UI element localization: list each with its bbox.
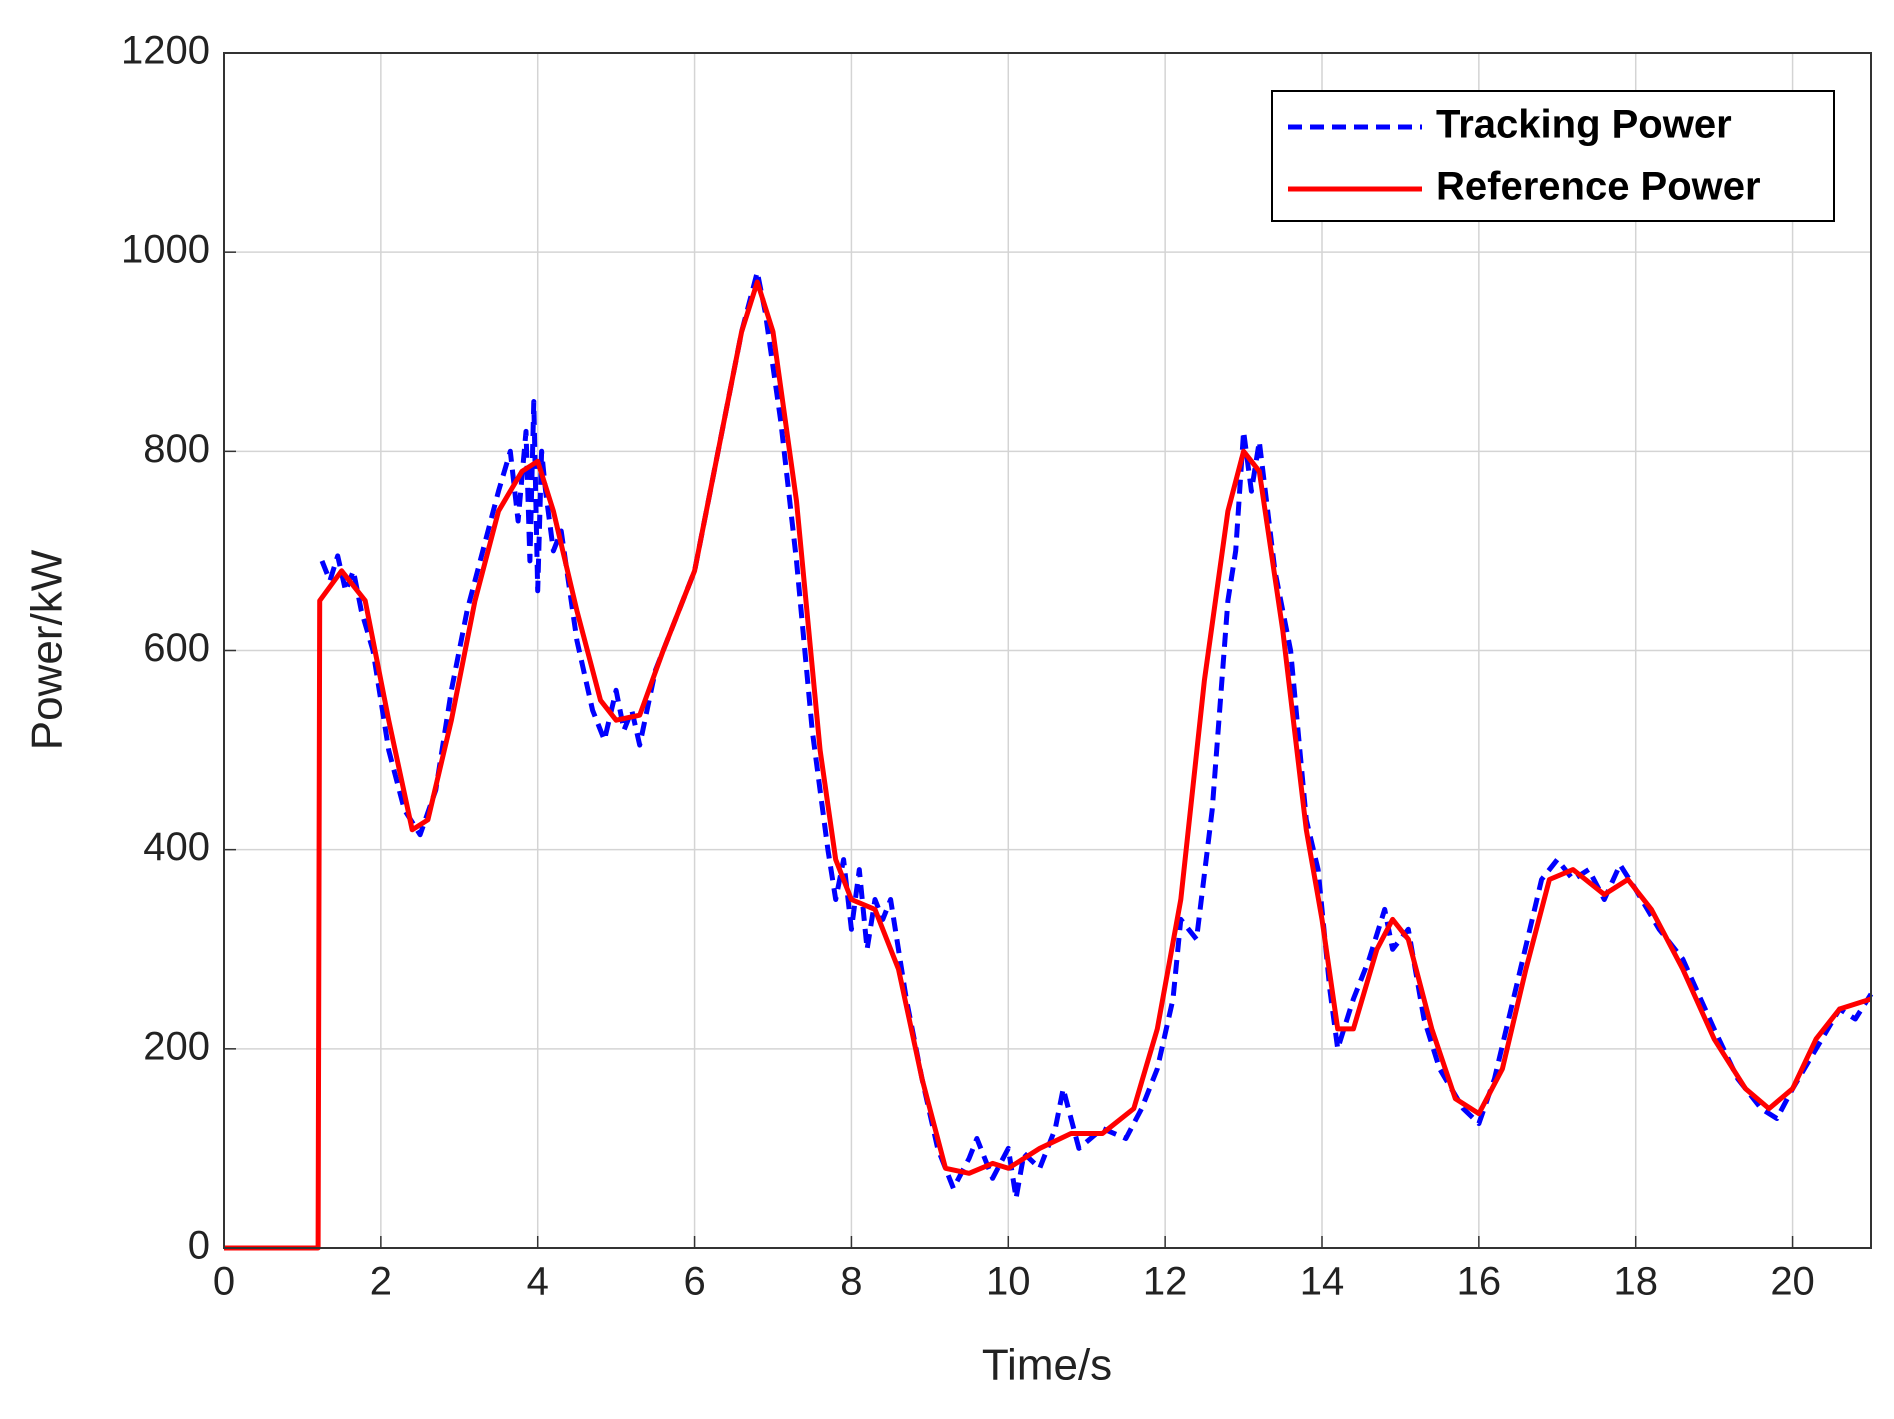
x-axis-label: Time/s bbox=[982, 1341, 1112, 1390]
x-tick-label: 2 bbox=[370, 1260, 392, 1304]
x-tick-label: 8 bbox=[840, 1260, 862, 1304]
plot-frame bbox=[223, 52, 1872, 1249]
y-tick-label: 0 bbox=[188, 1224, 210, 1268]
y-tick-label: 200 bbox=[143, 1024, 210, 1068]
series-line bbox=[224, 279, 1872, 1251]
legend-label: Reference Power bbox=[1436, 165, 1761, 209]
y-axis-label: Power/kW bbox=[23, 549, 72, 750]
y-tick-label: 1200 bbox=[121, 29, 210, 73]
x-tick-label: 0 bbox=[213, 1260, 235, 1304]
y-tick-label: 800 bbox=[143, 427, 210, 471]
y-tick-label: 400 bbox=[143, 825, 210, 869]
x-tick-label: 16 bbox=[1457, 1260, 1502, 1304]
x-tick-label: 4 bbox=[527, 1260, 549, 1304]
x-tick-label: 10 bbox=[986, 1260, 1031, 1304]
y-tick-label: 600 bbox=[143, 626, 210, 670]
x-tick-label: 12 bbox=[1143, 1260, 1188, 1304]
x-tick-label: 18 bbox=[1613, 1260, 1658, 1304]
x-tick-label: 6 bbox=[683, 1260, 705, 1304]
legend-box bbox=[1271, 90, 1835, 222]
series-line bbox=[319, 269, 1874, 1201]
x-tick-label: 20 bbox=[1770, 1260, 1815, 1304]
y-tick-label: 1000 bbox=[121, 228, 210, 272]
legend-label: Tracking Power bbox=[1436, 103, 1732, 147]
x-tick-label: 14 bbox=[1300, 1260, 1345, 1304]
